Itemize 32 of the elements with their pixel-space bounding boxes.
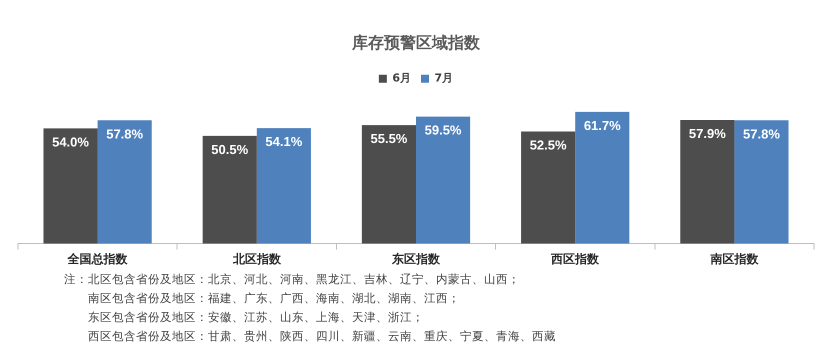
text: 西区包含省份及地区：甘肃、贵州、陕西、四川、新疆、云南、重庆、宁夏、青海、西藏 — [87, 328, 557, 345]
text: 南区包含省份及地区：福建、广东、广西、海南、湖北、湖南、江西； — [87, 290, 461, 307]
data-label: 55.5% — [370, 131, 408, 146]
bar — [575, 112, 630, 244]
x-tick-label: 南区指数 — [709, 252, 760, 266]
bar — [680, 120, 734, 244]
x-tick-label: 全国总指数 — [66, 252, 129, 266]
chart-title: 库存预警区域指数 — [351, 32, 481, 52]
data-label: 59.5% — [424, 122, 462, 138]
bar — [202, 136, 257, 244]
text: 东区包含省份及地区：安徽、江苏、山东、上海、天津、浙江； — [87, 309, 425, 326]
bar — [416, 116, 470, 244]
data-label: 52.5% — [530, 138, 567, 153]
data-label: 54.1% — [265, 134, 303, 150]
x-tick-label: 西区指数 — [550, 252, 600, 266]
data-label: 54.0% — [52, 134, 90, 150]
bar — [43, 128, 98, 244]
bar — [256, 128, 311, 244]
bar — [362, 125, 416, 244]
bar — [98, 120, 152, 244]
data-label: 50.5% — [211, 142, 249, 157]
legend-label: 7月 — [434, 72, 454, 85]
data-label: 57.8% — [743, 126, 780, 142]
bar — [734, 120, 789, 244]
legend-label: 6月 — [392, 72, 411, 85]
bar — [521, 132, 576, 244]
x-tick-label: 北区指数 — [232, 252, 282, 266]
data-label: 57.8% — [106, 126, 144, 142]
text: 注：北区包含省份及地区：北京、河北、河南、黑龙江、吉林、辽宁、内蒙古、山西； — [64, 271, 521, 288]
data-label: 61.7% — [584, 118, 622, 133]
x-tick-label: 东区指数 — [391, 252, 441, 266]
data-label: 57.9% — [688, 126, 726, 142]
